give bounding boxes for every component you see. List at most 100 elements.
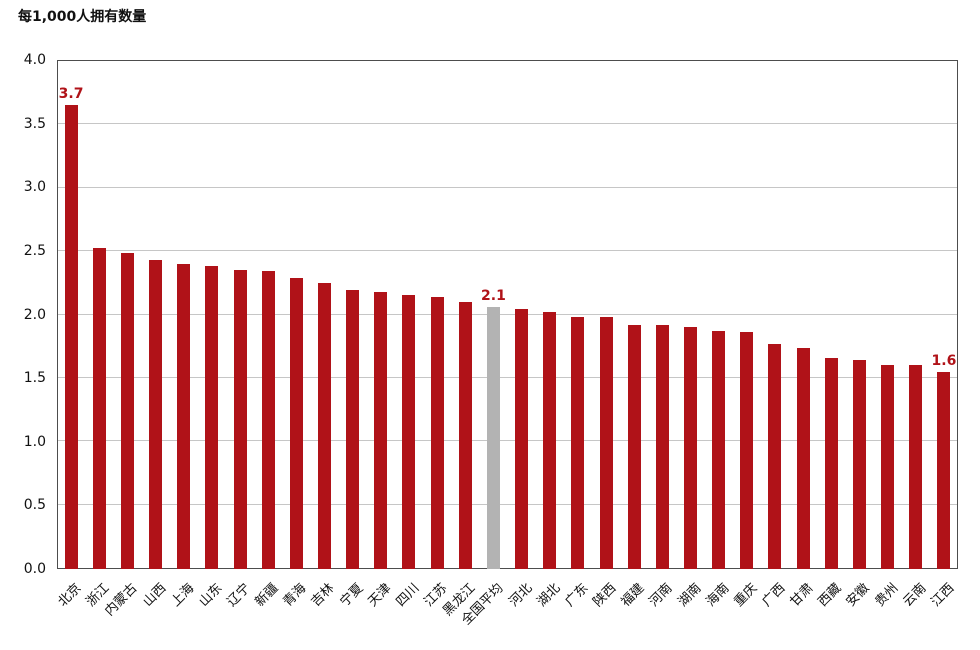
x-label-slot: 辽宁 (224, 570, 254, 648)
bar-slot (198, 60, 226, 569)
bar (233, 269, 247, 569)
x-axis-label: 河南 (646, 580, 676, 610)
x-label-slot: 河南 (647, 570, 676, 648)
x-label-slot: 甘肃 (788, 570, 817, 648)
bar-slot (282, 60, 310, 569)
bar-slot (874, 60, 902, 569)
bar-slot (339, 60, 367, 569)
x-label-slot: 湖北 (534, 570, 564, 648)
y-tick-label: 3.5 (23, 115, 46, 132)
x-axis-label: 云南 (900, 580, 930, 610)
x-axis-label: 陕西 (590, 580, 620, 610)
x-axis-label: 辽宁 (224, 580, 254, 610)
bar (430, 296, 444, 569)
bar-slot (508, 60, 536, 569)
x-axis-label: 吉林 (308, 580, 338, 610)
bar: 1.6 (932, 353, 956, 569)
bar (205, 266, 219, 569)
bar-slot (226, 60, 254, 569)
x-label-slot: 内蒙古 (103, 570, 141, 648)
bar (515, 309, 529, 569)
x-axis-label: 广东 (562, 580, 592, 610)
x-label-slot: 上海 (168, 570, 198, 648)
x-label-slot: 安徽 (844, 570, 873, 648)
gridline (58, 186, 957, 188)
x-axis-label: 安徽 (843, 580, 873, 610)
x-axis-labels: 北京 浙江 内蒙古 山西 上海 山东 辽宁 新疆 青海 吉林 宁夏 天津 四川 江苏 黑龙江 全国平均 河北 湖北… (56, 570, 958, 648)
bar-slot (705, 60, 733, 569)
x-axis-label: 上海 (168, 580, 198, 610)
x-axis-label: 福建 (618, 580, 648, 610)
x-label-slot: 广西 (759, 570, 789, 648)
bar (317, 282, 331, 569)
gridline (58, 250, 957, 252)
x-axis-label: 海南 (703, 580, 733, 610)
bar-slot (536, 60, 564, 569)
chart-title: 每1,000人拥有数量 (18, 9, 147, 25)
x-axis-label: 西藏 (815, 580, 845, 610)
x-label-slot: 宁夏 (337, 570, 367, 648)
bar-slot (761, 60, 789, 569)
y-tick-label: 0.0 (23, 561, 46, 577)
x-axis-label: 新疆 (252, 580, 282, 610)
bar-slot (620, 60, 648, 569)
y-tick-label: 3.0 (23, 179, 46, 196)
x-axis-label: 天津 (365, 580, 395, 610)
bar (740, 332, 754, 569)
x-axis-label: 重庆 (731, 580, 761, 610)
bar (92, 248, 106, 569)
bar (599, 317, 613, 569)
x-axis-label: 甘肃 (787, 580, 817, 610)
gridline (58, 503, 957, 505)
x-axis-label: 湖南 (674, 580, 704, 610)
x-axis-label: 北京 (55, 580, 85, 610)
bar (712, 331, 726, 569)
x-axis-label: 宁夏 (337, 580, 367, 610)
bar (289, 277, 303, 569)
x-axis-label: 广西 (759, 580, 789, 610)
x-label-slot: 新疆 (253, 570, 282, 648)
x-axis-label: 青海 (280, 580, 310, 610)
x-label-slot: 青海 (281, 570, 310, 648)
x-label-slot: 贵州 (872, 570, 902, 648)
x-label-slot: 天津 (365, 570, 395, 648)
x-label-slot: 山西 (140, 570, 169, 648)
x-axis-label: 江西 (928, 580, 958, 610)
bar-slot (113, 60, 141, 569)
bar-slot (564, 60, 592, 569)
bar (543, 311, 557, 569)
bar (149, 259, 163, 569)
bar-slot (451, 60, 479, 569)
x-label-slot: 吉林 (309, 570, 338, 648)
bar (909, 365, 923, 569)
bar (374, 291, 388, 569)
bar: 3.7 (59, 86, 83, 569)
x-label-slot: 湖南 (675, 570, 704, 648)
bar-slot (817, 60, 845, 569)
bar (824, 357, 838, 569)
bar-slot (395, 60, 423, 569)
x-label-slot: 河北 (506, 570, 536, 648)
bar-slot: 3.7 (57, 60, 85, 569)
x-label-slot: 福建 (619, 570, 648, 648)
bar-slot (423, 60, 451, 569)
bar-slot (845, 60, 873, 569)
bar-slot (310, 60, 338, 569)
bar (120, 253, 134, 569)
x-label-slot: 云南 (900, 570, 930, 648)
gridline (58, 376, 957, 378)
bars-container: 3.7 2.1 1.6 (57, 60, 958, 569)
bar-slot (902, 60, 930, 569)
bar-slot (254, 60, 282, 569)
bar-value-label: 3.7 (58, 85, 84, 102)
bar-slot (676, 60, 704, 569)
y-tick-label: 2.0 (23, 306, 46, 323)
bar (796, 347, 810, 569)
bar (881, 365, 895, 569)
bar (346, 290, 360, 569)
bar-slot: 2.1 (479, 60, 507, 569)
bar (261, 271, 275, 569)
x-label-slot: 海南 (703, 570, 733, 648)
x-axis-label: 山东 (196, 580, 226, 610)
